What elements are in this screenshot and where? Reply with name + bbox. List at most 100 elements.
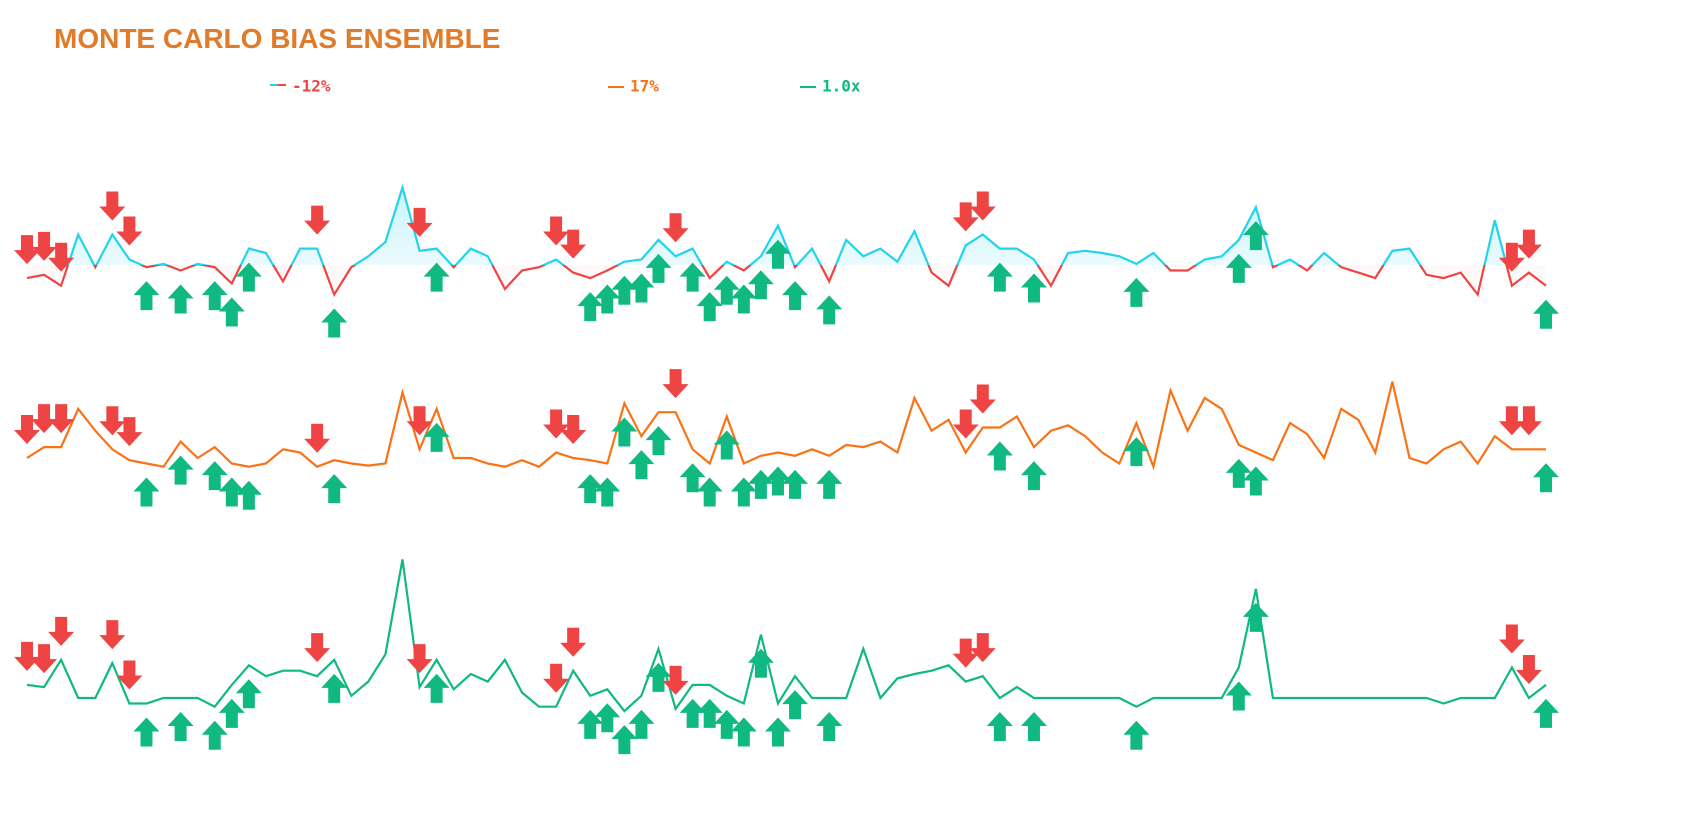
up-arrow — [816, 295, 843, 325]
up-arrow — [816, 469, 843, 499]
up-arrow — [645, 253, 672, 283]
up-arrow — [679, 262, 706, 292]
up-arrow — [1242, 602, 1269, 632]
down-arrow — [116, 660, 143, 690]
down-arrow — [304, 205, 331, 235]
up-arrow — [235, 480, 262, 510]
down-arrow — [560, 627, 587, 657]
up-arrow — [628, 709, 655, 739]
down-arrow — [48, 404, 75, 434]
down-arrow — [969, 633, 996, 663]
legend-label: 17% — [630, 77, 659, 96]
down-arrow — [14, 235, 40, 265]
up-arrow — [730, 477, 757, 507]
up-arrow — [133, 717, 160, 747]
chart-title: MONTE CARLO BIAS ENSEMBLE — [54, 23, 500, 54]
up-arrow — [218, 477, 245, 507]
down-arrow — [662, 369, 689, 399]
up-arrow — [679, 463, 706, 493]
area-negative — [27, 265, 1546, 295]
up-arrow — [1225, 253, 1252, 283]
down-arrow — [406, 406, 433, 436]
line-negative — [26, 265, 1547, 298]
down-arrow — [99, 620, 126, 650]
down-arrow — [543, 216, 570, 246]
legend-label: -12% — [292, 77, 331, 96]
down-arrow — [1498, 624, 1525, 654]
up-arrow — [782, 281, 809, 311]
up-arrow — [696, 698, 723, 728]
up-arrow — [1533, 299, 1559, 329]
up-arrow — [1123, 277, 1150, 307]
down-arrow — [1515, 655, 1542, 684]
up-arrow — [764, 717, 791, 747]
up-arrow — [611, 725, 638, 755]
up-arrow — [577, 292, 604, 322]
up-arrow — [611, 417, 638, 447]
down-arrow — [406, 644, 433, 674]
up-arrow — [1123, 720, 1150, 750]
up-arrow — [713, 430, 740, 460]
down-arrow — [31, 404, 58, 434]
down-arrow — [14, 415, 40, 444]
up-arrow — [423, 422, 450, 452]
down-arrow — [48, 242, 75, 272]
up-arrow — [201, 461, 228, 491]
up-arrow — [167, 284, 194, 314]
up-arrow — [730, 717, 757, 747]
line — [26, 559, 1547, 713]
up-arrow — [696, 292, 723, 322]
up-arrow — [235, 262, 262, 292]
down-arrow — [952, 638, 979, 668]
line-positive — [66, 183, 1508, 265]
down-arrow — [1498, 242, 1525, 272]
up-arrow — [782, 690, 809, 720]
up-arrow — [218, 698, 245, 728]
down-arrow — [1498, 406, 1525, 436]
up-arrow — [747, 270, 774, 300]
up-arrow — [764, 239, 791, 269]
legend-label: 1.0x — [822, 77, 861, 96]
up-arrow — [594, 477, 621, 507]
down-arrow — [48, 616, 75, 646]
down-arrow — [99, 191, 126, 221]
up-arrow — [201, 720, 228, 750]
up-arrow — [1242, 221, 1269, 251]
down-arrow — [543, 663, 570, 693]
down-arrow — [952, 409, 979, 439]
up-arrow — [611, 275, 638, 305]
up-arrow — [133, 477, 160, 507]
up-arrow — [235, 679, 262, 709]
up-arrow — [201, 281, 228, 311]
down-arrow — [1515, 406, 1542, 436]
up-arrow — [747, 469, 774, 499]
down-arrow — [560, 415, 587, 444]
up-arrow — [696, 477, 723, 507]
up-arrow — [645, 426, 672, 456]
up-arrow — [167, 455, 194, 485]
down-arrow — [31, 231, 58, 261]
up-arrow — [1020, 461, 1047, 491]
line — [26, 381, 1546, 471]
down-arrow — [116, 417, 143, 447]
up-arrow — [423, 262, 450, 292]
up-arrow — [1533, 698, 1559, 728]
up-arrow — [321, 308, 348, 338]
up-arrow — [645, 662, 672, 692]
down-arrow — [662, 213, 689, 243]
up-arrow — [594, 703, 621, 733]
up-arrow — [713, 275, 740, 305]
down-arrow — [304, 423, 331, 453]
up-arrow — [594, 284, 621, 314]
down-arrow — [31, 644, 58, 674]
up-arrow — [986, 712, 1013, 741]
up-arrow — [816, 712, 843, 741]
up-arrow — [167, 712, 194, 741]
up-arrow — [764, 466, 791, 496]
up-arrow — [1533, 463, 1559, 493]
up-arrow — [628, 450, 655, 480]
up-arrow — [1123, 437, 1150, 467]
up-arrow — [1242, 466, 1269, 496]
up-arrow — [730, 284, 757, 314]
